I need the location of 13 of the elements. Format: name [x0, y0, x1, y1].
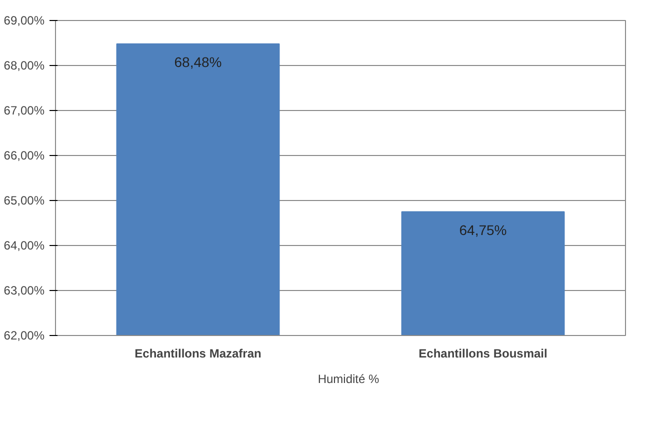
data-label: 64,75%	[459, 222, 507, 238]
x-tick-label: Echantillons Bousmail	[418, 346, 548, 360]
y-tick-label: 62,00%	[4, 328, 45, 342]
y-tick-label: 63,00%	[4, 284, 45, 298]
y-tick-label: 67,00%	[4, 104, 45, 118]
data-label: 68,48%	[174, 54, 222, 70]
y-tick-label: 64,00%	[4, 238, 45, 252]
y-tick-label: 68,00%	[4, 58, 45, 72]
x-tick-label: Echantillons Mazafran	[134, 346, 262, 360]
y-tick-label: 69,00%	[4, 14, 45, 28]
y-tick-label: 65,00%	[4, 194, 45, 208]
text: Humidité %	[318, 372, 380, 386]
y-tick-label: 66,00%	[4, 148, 45, 162]
